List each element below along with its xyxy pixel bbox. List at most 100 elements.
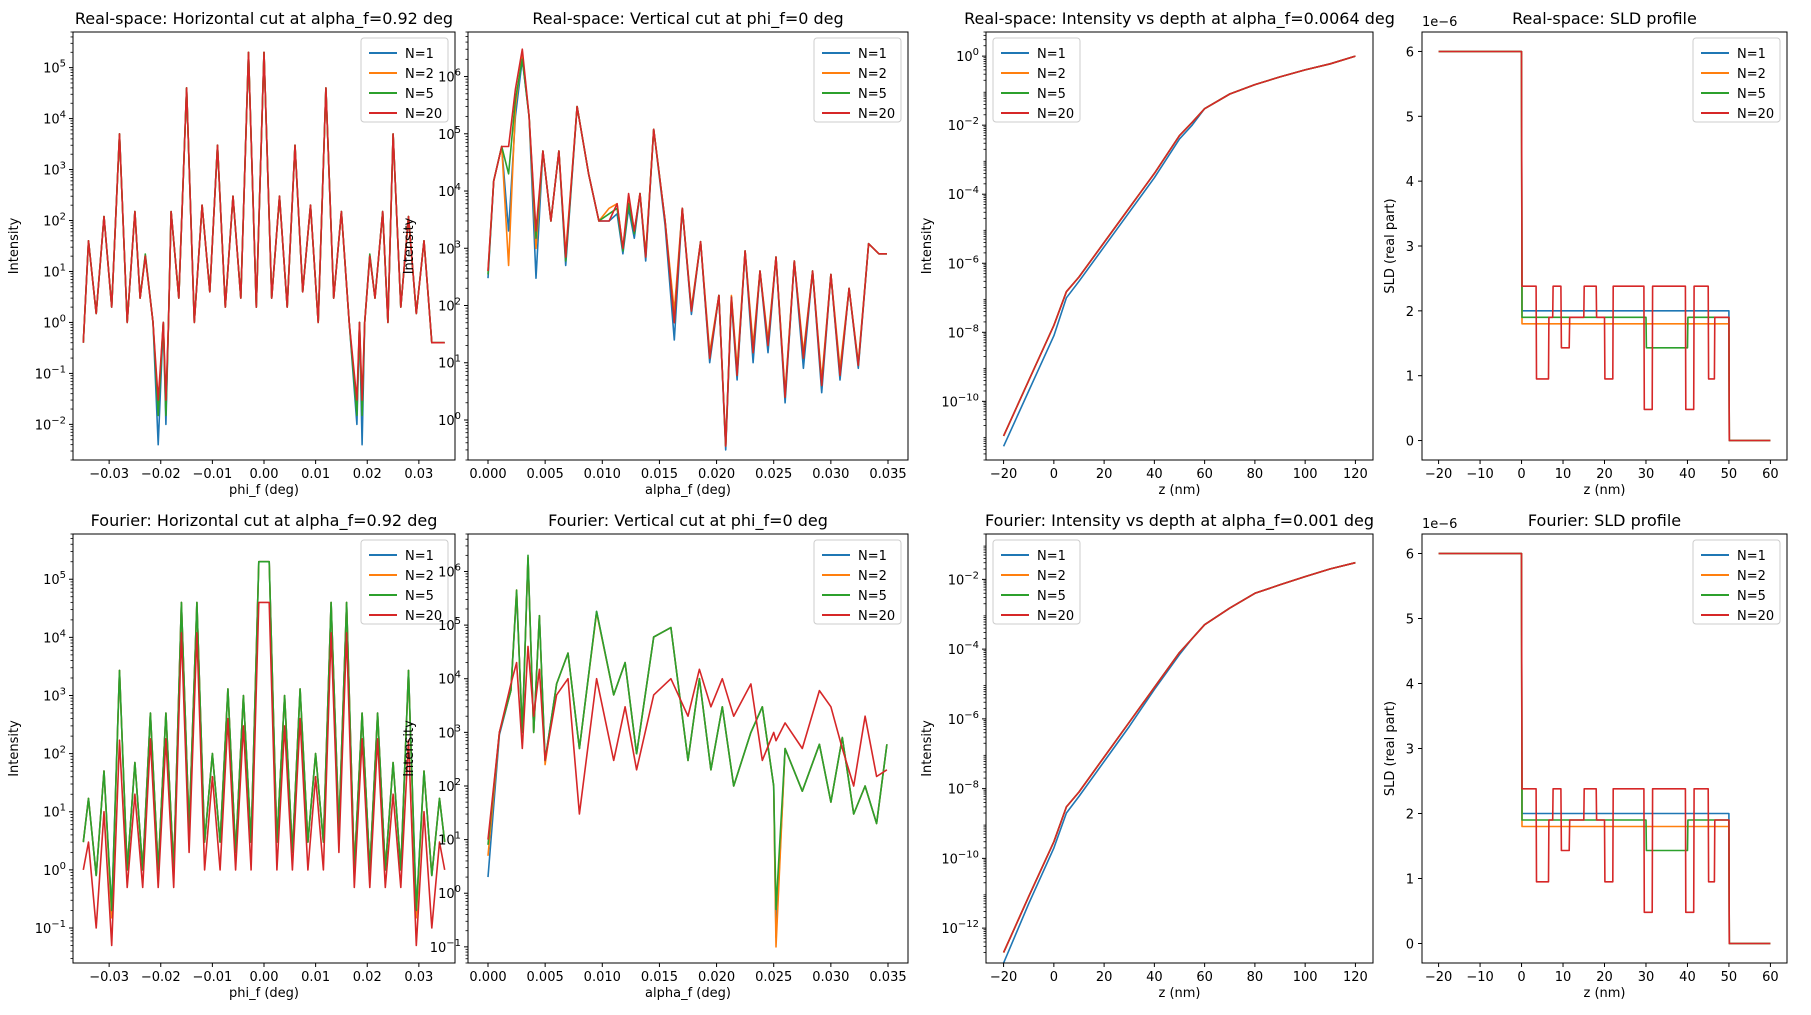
legend: N=1 N=2 N=5 N=20 [1692,539,1781,625]
y-axis-label: Intensity [7,217,22,274]
y-tick-label: 105 [438,616,461,634]
series-line-n-20 [1002,55,1356,437]
x-tick-label: 0.000 [469,467,506,482]
legend-entry: N=20 [1737,107,1774,122]
x-tick-label: 0.020 [698,970,735,985]
legend-entry: N=2 [405,569,434,584]
chart-panel-4: −20 −10 0 10 20 30 40 50 60 0 1 2 3 4 5 6 1e−6 Real-space… [1383,9,1788,498]
x-tick-label: 0.010 [584,467,621,482]
y-tick-label: 10−6 [948,710,979,728]
y-tick-label: 5 [1406,613,1414,628]
y-axis-label: SLD (real part) [1383,198,1398,293]
y-tick-label: 10−4 [948,640,979,658]
legend-entry: N=20 [1737,609,1774,624]
y-tick-label: 6 [1406,45,1414,60]
x-tick-label: 50 [1721,467,1738,482]
legend-entry: N=20 [858,609,895,624]
x-tick-label: −20 [1425,970,1452,985]
y-tick-label: 10−4 [948,185,979,203]
legend: N=1 N=2 N=5 N=20 [1692,37,1781,123]
axes-frame [467,31,909,461]
legend: N=1 N=2 N=5 N=20 [813,37,902,123]
legend-box [360,539,449,625]
legend-box [813,37,902,123]
x-axis-label: z (nm) [1158,483,1200,498]
y-tick-label: 101 [43,803,66,821]
y-tick-label: 102 [438,297,461,315]
y-tick-label: 2 [1406,808,1414,823]
x-tick-label: 120 [1343,467,1368,482]
x-tick-label: 40 [1146,467,1163,482]
chart-title: Fourier: Horizontal cut at alpha_f=0.92 … [91,511,438,531]
y-tick-label: 100 [438,411,461,429]
y-tick-label: 10−2 [948,570,979,588]
x-tick-label: −0.02 [141,467,181,482]
legend-entry: N=1 [1737,47,1766,62]
x-tick-label: 0 [1050,467,1058,482]
legend-box [992,539,1081,625]
y-tick-label: 103 [43,161,66,179]
x-tick-label: 20 [1096,467,1113,482]
legend-entry: N=5 [858,589,887,604]
legend-entry: N=5 [1037,87,1066,102]
x-tick-label: 0.030 [812,467,849,482]
y-tick-label: 103 [43,686,66,704]
x-tick-label: 0.025 [755,467,792,482]
x-tick-label: −20 [1425,467,1452,482]
y-tick-label: 10−1 [35,364,66,382]
x-tick-label: 20 [1596,970,1613,985]
y-tick-label: 100 [43,861,66,879]
chart-title: Fourier: Intensity vs depth at alpha_f=0… [985,511,1374,531]
legend-entry: N=1 [1737,549,1766,564]
chart-title: Real-space: Intensity vs depth at alpha_… [964,9,1395,29]
y-tick-label: 10−2 [948,116,979,134]
legend-entry: N=5 [1737,87,1766,102]
series-line-n-20 [82,601,446,947]
chart-panel-7: −20 0 20 40 60 80 100 120 10−12 10−10 10−8 10−6 10−4… [920,511,1374,1001]
x-tick-label: 10 [1555,970,1572,985]
x-tick-label: 60 [1762,970,1779,985]
y-axis-label: Intensity [402,720,417,777]
legend-entry: N=2 [858,67,887,82]
y-tick-label: 105 [43,59,66,77]
chart-title: Real-space: SLD profile [1512,9,1697,28]
legend-entry: N=2 [858,569,887,584]
x-axis-label: z (nm) [1583,483,1625,498]
y-offset-label: 1e−6 [1422,15,1457,30]
legend-box [1692,539,1781,625]
x-tick-label: 0.01 [301,970,330,985]
x-tick-label: −20 [990,467,1017,482]
legend-entry: N=20 [405,609,442,624]
x-tick-label: 80 [1247,970,1264,985]
x-tick-label: 0 [1050,970,1058,985]
chart-title: Fourier: SLD profile [1528,511,1681,530]
series-line-n-5 [82,560,446,912]
x-tick-label: 50 [1721,970,1738,985]
legend-box [1692,37,1781,123]
y-axis-label: SLD (real part) [1383,701,1398,796]
y-tick-label: 4 [1406,175,1414,190]
series-line-n-20 [1438,552,1771,945]
legend-entry: N=2 [1737,67,1766,82]
y-tick-label: 10−8 [948,780,979,798]
x-tick-label: −10 [1466,970,1493,985]
x-tick-label: 0.02 [353,970,382,985]
plot-area [82,560,446,947]
x-tick-label: 0 [1517,970,1525,985]
plot-area [1002,561,1356,963]
y-tick-label: 3 [1406,743,1414,758]
legend-box [360,37,449,123]
x-tick-label: 100 [1293,970,1318,985]
y-axis-label: Intensity [920,217,935,274]
legend-entry: N=20 [1037,609,1074,624]
x-tick-label: 0.01 [301,467,330,482]
y-tick-label: 101 [438,354,461,372]
y-tick-label: 4 [1406,678,1414,693]
chart-title: Fourier: Vertical cut at phi_f=0 deg [548,511,828,531]
x-tick-label: 0.02 [353,467,382,482]
x-tick-label: 60 [1196,970,1213,985]
x-tick-label: −10 [1466,467,1493,482]
chart-panel-5: −0.03 −0.02 −0.01 0.00 0.01 0.02 0.03 10−1 100 10… [7,511,456,1001]
x-axis-label: z (nm) [1583,986,1625,1001]
